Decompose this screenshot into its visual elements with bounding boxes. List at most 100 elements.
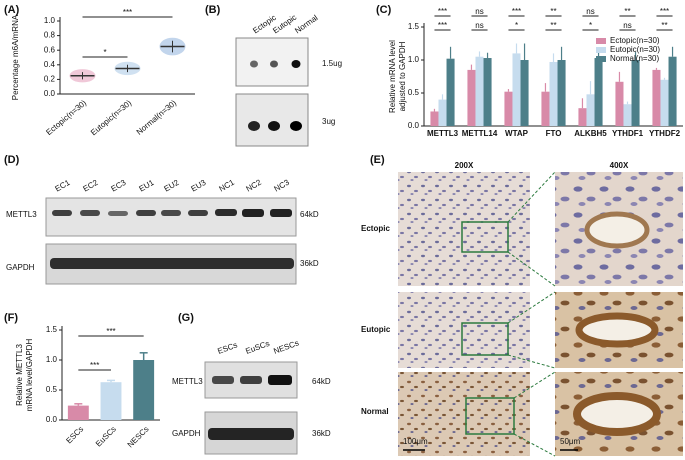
band	[50, 258, 294, 269]
bar	[615, 81, 624, 126]
panel-label: (D)	[4, 154, 20, 166]
y-axis-label: Percentage m6A/mRNA	[11, 14, 20, 100]
bar	[430, 111, 439, 126]
panel-label: (C)	[376, 4, 392, 16]
x-tick-label: EuSCs	[94, 425, 118, 449]
magnification: 400X	[610, 161, 629, 170]
bar	[594, 58, 603, 126]
y-tick-label: 1.5	[46, 325, 58, 334]
y-tick-label: 0.5	[46, 385, 58, 394]
protein-label: METTL3	[172, 377, 203, 386]
x-tick-label: METTL14	[462, 129, 498, 138]
y-axis-label: Relative mRNA level	[388, 40, 397, 113]
significance: **	[661, 21, 667, 30]
y-tick-label: 1.0	[408, 55, 420, 64]
x-tick-label: YTHDF1	[612, 129, 644, 138]
panel-label: (G)	[178, 312, 194, 324]
significance: ***	[660, 7, 669, 16]
y-axis-label: mRNA level/GAPDH	[25, 339, 34, 412]
significance: *	[515, 21, 518, 30]
x-tick-label: ALKBH5	[574, 129, 607, 138]
significance: ***	[512, 7, 521, 16]
y-tick-label: 0.0	[408, 121, 420, 130]
bar	[586, 94, 595, 126]
y-tick-label: 0.8	[44, 31, 56, 40]
lane-label: EC1	[54, 178, 72, 194]
legend-label: Ectopic(n=30)	[610, 36, 660, 45]
gland	[575, 312, 659, 348]
significance: **	[550, 7, 556, 16]
size-label: 64kD	[300, 210, 319, 219]
bar	[520, 60, 529, 126]
load-label: 3ug	[322, 117, 335, 126]
bar	[475, 56, 484, 127]
group-label: Eutopic	[361, 325, 391, 334]
dot	[250, 60, 258, 68]
size-label: 36kD	[312, 429, 331, 438]
bar	[623, 104, 632, 126]
lane-label: EU2	[163, 178, 181, 194]
significance: *	[589, 21, 592, 30]
y-tick-label: 0.0	[46, 415, 58, 424]
lane-label: ESCs	[216, 340, 238, 355]
y-axis-label: Relative METTL3	[15, 344, 24, 406]
scale-bar: 100μm	[403, 437, 428, 446]
x-tick-label: Ectopic(n=30)	[44, 98, 88, 137]
load-label: 1.5ug	[322, 59, 342, 68]
significance: ns	[586, 7, 594, 16]
micrograph	[398, 292, 530, 368]
micrograph	[398, 172, 530, 286]
protein-label: GAPDH	[6, 263, 35, 272]
panel-label: (E)	[370, 154, 385, 166]
zoom-box	[461, 322, 509, 356]
magnification: 200X	[455, 161, 474, 170]
x-tick-label: YTHDF2	[649, 129, 681, 138]
x-tick-label: ESCs	[64, 425, 85, 446]
y-tick-label: 0.4	[44, 60, 56, 69]
dot-blot: Ectopic Eutopic Normal 1.5ug 3ug	[235, 13, 342, 147]
protein-label: GAPDH	[172, 429, 201, 438]
significance: **	[550, 21, 556, 30]
panel-label: (F)	[4, 312, 18, 324]
bar	[504, 91, 513, 126]
western-blot: ESCs EuSCs NESCs METTL3 GAPDH 64kD 36kD	[172, 338, 331, 455]
lane-label: NC1	[218, 177, 237, 193]
legend-swatch	[596, 47, 606, 53]
lane-label: EU3	[190, 178, 208, 194]
significance: ***	[123, 8, 132, 17]
significance: **	[624, 7, 630, 16]
bar	[67, 405, 89, 420]
lane-label: Eutopic	[271, 13, 298, 36]
bar	[133, 360, 155, 420]
dot	[270, 60, 278, 68]
y-tick-label: 1.0	[46, 355, 58, 364]
size-label: 64kD	[312, 377, 331, 386]
x-tick-label: FTO	[546, 129, 562, 138]
membrane	[235, 93, 309, 147]
lane-label: NC3	[273, 177, 292, 193]
significance: ***	[90, 361, 99, 370]
y-axis-label: adjusted to GAPDH	[398, 41, 407, 111]
dot	[268, 121, 280, 131]
lane-label: EuSCs	[244, 339, 270, 356]
bar	[483, 58, 492, 126]
bar	[512, 53, 521, 126]
bar	[652, 69, 661, 126]
y-tick-label: 0.0	[44, 89, 56, 98]
y-tick-label: 1.0	[44, 16, 56, 25]
lane-label: Normal	[293, 13, 319, 35]
y-tick-label: 0.6	[44, 45, 56, 54]
dot	[290, 121, 302, 131]
zoom-box	[465, 397, 515, 435]
x-tick-label: Eutopic(n=30)	[89, 98, 133, 137]
dot	[248, 121, 260, 131]
significance: ns	[475, 21, 483, 30]
x-tick-label: NESCs	[126, 425, 151, 450]
size-label: 36kD	[300, 259, 319, 268]
significance: ns	[623, 21, 631, 30]
panel-label: (A)	[4, 4, 20, 16]
lane-label: EU1	[138, 178, 156, 194]
significance: ***	[106, 327, 115, 336]
group-label: Normal	[361, 407, 389, 416]
